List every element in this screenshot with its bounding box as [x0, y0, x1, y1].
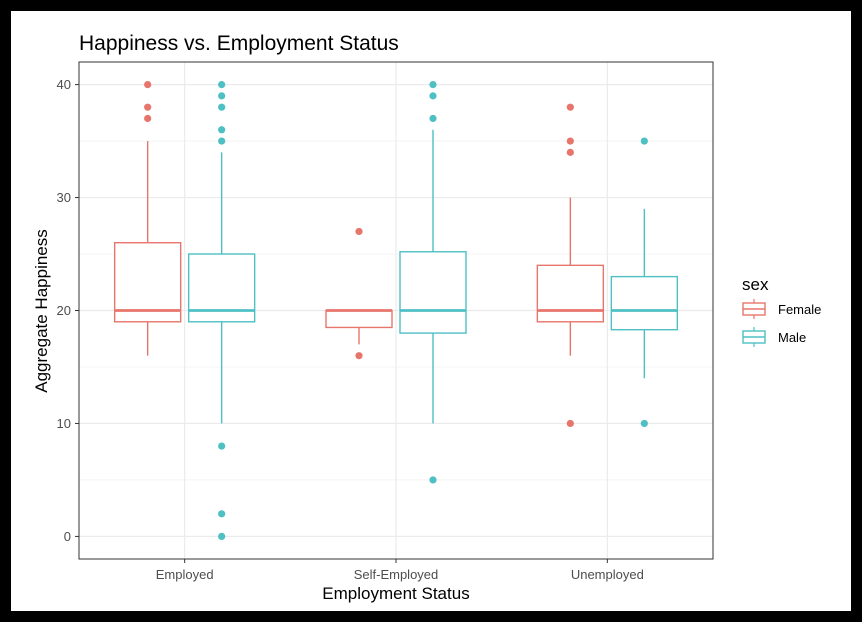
outlier-point [355, 352, 363, 360]
chart-marks [113, 80, 679, 541]
outlier-point [144, 103, 152, 111]
box-body [113, 242, 182, 323]
grid-lines [79, 62, 713, 559]
outlier-point [640, 137, 648, 145]
y-tick-label: 0 [64, 529, 71, 544]
y-tick-label: 10 [57, 416, 71, 431]
legend-title: sex [742, 275, 769, 294]
outlier-point [218, 80, 226, 89]
box-body [399, 251, 467, 334]
outlier-point [144, 80, 152, 89]
box-female-employed [113, 80, 182, 356]
outlier-point [218, 103, 226, 111]
x-tick-label: Self-Employed [354, 567, 439, 582]
legend: sex Female Male [742, 275, 821, 347]
box-female-unemployed [536, 103, 605, 428]
x-tick-label: Unemployed [571, 567, 644, 582]
legend-item-female: Female [742, 299, 821, 319]
legend-label: Female [778, 302, 821, 317]
outlier-point [218, 92, 226, 100]
y-tick-label: 30 [57, 190, 71, 205]
outlier-point [218, 137, 226, 145]
y-axis-ticks: 0 10 20 30 40 [57, 77, 79, 544]
chart-title: Happiness vs. Employment Status [79, 32, 399, 55]
y-tick-label: 20 [57, 303, 71, 318]
y-axis-title: Aggregate Happiness [32, 229, 51, 393]
box-female-self-employed [325, 227, 393, 360]
box-body [536, 264, 605, 323]
outlier-point [566, 419, 574, 428]
legend-label: Male [778, 330, 806, 345]
outlier-point [429, 80, 437, 89]
outlier-point [566, 148, 574, 156]
outlier-point [566, 137, 574, 145]
outlier-point [429, 114, 437, 123]
outlier-point [218, 532, 226, 541]
box-body [610, 275, 679, 331]
x-tick-label: Employed [156, 567, 214, 582]
box-male-unemployed [610, 137, 679, 428]
outlier-point [355, 227, 363, 236]
outlier-point [218, 510, 226, 518]
outlier-point [429, 92, 437, 100]
box-male-self-employed [399, 80, 467, 484]
box-body [325, 309, 393, 329]
outlier-point [218, 126, 226, 134]
y-tick-label: 40 [57, 77, 71, 92]
x-axis-title: Employment Status [322, 584, 469, 603]
outlier-point [640, 419, 648, 428]
legend-item-male: Male [742, 327, 806, 347]
outlier-point [218, 442, 226, 450]
outlier-point [429, 476, 437, 484]
box-male-employed [187, 80, 256, 541]
outlier-point [144, 114, 152, 123]
x-axis-ticks: Employed Self-Employed Unemployed [156, 559, 644, 582]
outlier-point [566, 103, 574, 111]
